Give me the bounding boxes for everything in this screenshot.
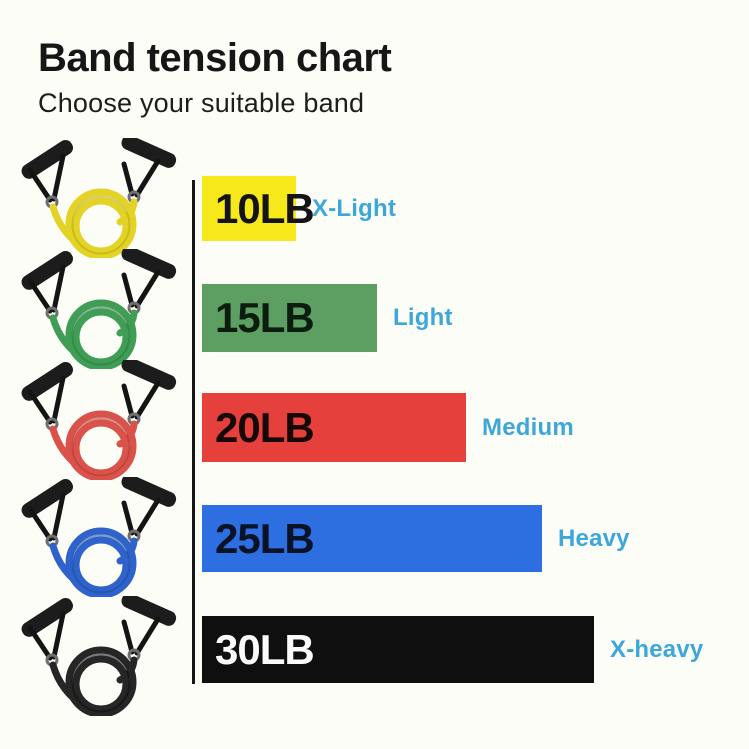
bar-weight-label: 15LB [215, 294, 315, 341]
resistance-band-illustration [21, 249, 177, 369]
bar-weight-label: 20LB [215, 403, 315, 451]
header: Band tension chart Choose your suitable … [38, 36, 392, 119]
band-tube [49, 646, 138, 716]
band-tube [49, 527, 138, 597]
right-handle-icon [121, 249, 177, 315]
green-resistance-band [8, 249, 188, 369]
bar-level-label: Heavy [558, 524, 630, 552]
page-title: Band tension chart [38, 36, 392, 80]
bar-level-label: Medium [482, 413, 574, 441]
left-handle-icon [21, 251, 73, 320]
right-handle-icon [121, 596, 177, 662]
band-tube [49, 299, 138, 369]
resistance-band-illustration [21, 477, 177, 597]
bar-level-label: Light [393, 304, 453, 331]
resistance-band-illustration [21, 360, 177, 480]
bar-weight-label: 10LB [215, 184, 315, 232]
tension-bar-10lb: 10LB [202, 176, 315, 241]
page-subtitle: Choose your suitable band [38, 88, 365, 118]
tension-bar-20lb: 20LB [202, 393, 466, 462]
tension-bar-15lb: 15LB [202, 284, 377, 352]
yellow-resistance-band [8, 138, 188, 258]
left-handle-icon [21, 479, 73, 548]
bar-level-label: X-heavy [610, 635, 704, 663]
tension-bar-25lb: 25LB [202, 505, 542, 572]
blue-resistance-band [8, 477, 188, 597]
band-tube [49, 188, 138, 258]
bar-weight-label: 25LB [215, 514, 315, 562]
black-resistance-band [8, 596, 188, 716]
right-handle-icon [121, 477, 177, 543]
left-handle-icon [21, 140, 73, 209]
tension-bar-30lb: 30LB [202, 616, 594, 683]
bar-level-label: X-Light [312, 194, 397, 222]
resistance-band-illustration [21, 138, 177, 258]
resistance-band-illustration [21, 596, 177, 716]
bar-weight-label: 30LB [215, 625, 315, 673]
chart-axis-line [192, 180, 195, 684]
left-handle-icon [21, 598, 73, 667]
right-handle-icon [121, 138, 177, 204]
red-resistance-band [8, 360, 188, 480]
left-handle-icon [21, 362, 73, 431]
band-tube [49, 410, 138, 480]
right-handle-icon [121, 360, 177, 426]
